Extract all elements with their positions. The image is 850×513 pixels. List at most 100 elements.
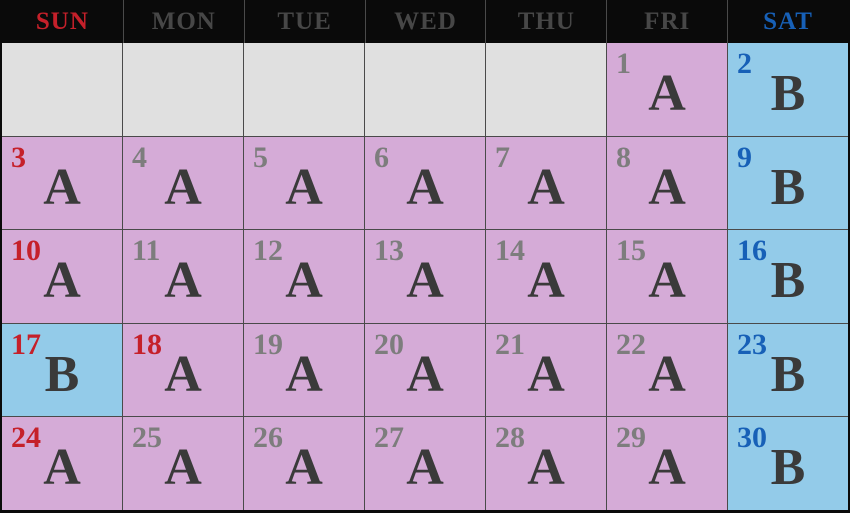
day-number: 2 — [737, 47, 752, 80]
weekday-label-sun: SUN — [35, 7, 89, 35]
day-number: 15 — [616, 234, 646, 268]
shift-letter: A — [164, 158, 202, 216]
shift-letter: A — [406, 252, 444, 310]
day-number: 14 — [495, 234, 525, 268]
calendar-cell-day-16: 16 B — [728, 230, 848, 323]
shift-letter: B — [44, 345, 80, 403]
calendar-cell-day-15: 15 A — [607, 230, 727, 323]
calendar-cell-day-30: 30 B — [728, 417, 848, 510]
calendar-cell-day-28: 28 A — [486, 417, 606, 510]
calendar-cell-day-17: 17 B — [2, 323, 122, 417]
day-number: 24 — [11, 421, 41, 455]
day-number: 5 — [253, 140, 268, 174]
weekday-header-row: SUN MON TUE WED THU FRI SAT — [2, 0, 848, 43]
calendar-cell-day-19: 19 A — [244, 323, 364, 417]
calendar-grid: 1 A 2 B 3 A 4 A 5 A 6 A 7 A 8 A 9 B 10 A 11 A 12 A 13 A 14 A 15 A 16 B 1… — [2, 43, 848, 510]
shift-letter: B — [770, 439, 806, 497]
calendar-cell-empty — [123, 43, 243, 136]
day-number: 9 — [737, 140, 752, 174]
calendar-cell-day-29: 29 A — [607, 417, 727, 510]
week-row-3: 10 A 11 A 12 A 13 A 14 A 15 A 16 B — [2, 230, 848, 323]
shift-letter: A — [527, 345, 565, 403]
day-number: 25 — [132, 421, 162, 455]
calendar-cell-empty — [365, 43, 485, 136]
calendar-cell-day-12: 12 A — [244, 230, 364, 323]
calendar-cell-day-22: 22 A — [607, 323, 727, 417]
shift-letter: A — [648, 64, 686, 122]
day-number: 16 — [737, 234, 767, 268]
weekday-label-thu: THU — [485, 0, 606, 43]
shift-letter: A — [527, 439, 565, 497]
calendar-cell-day-14: 14 A — [486, 230, 606, 323]
shift-letter: A — [648, 158, 686, 216]
shift-letter: B — [770, 345, 806, 403]
day-number: 26 — [253, 421, 283, 455]
day-number: 23 — [737, 327, 767, 361]
day-number: 19 — [253, 327, 283, 361]
shift-letter: A — [648, 439, 686, 497]
day-number: 10 — [11, 234, 41, 268]
week-row-4: 17 B 18 A 19 A 20 A 21 A 22 A 23 B — [2, 323, 848, 417]
day-number: 6 — [374, 140, 389, 174]
day-number: 7 — [495, 140, 510, 174]
shift-letter: A — [406, 158, 444, 216]
weekday-label-wed: WED — [364, 0, 486, 43]
day-number: 3 — [11, 140, 26, 174]
day-number: 11 — [132, 234, 161, 268]
day-number: 12 — [253, 234, 283, 268]
calendar-cell-day-13: 13 A — [365, 230, 485, 323]
shift-letter: A — [527, 158, 565, 216]
calendar-cell-day-25: 25 A — [123, 417, 243, 510]
shift-letter: A — [285, 158, 323, 216]
day-number: 22 — [616, 327, 646, 361]
calendar-cell-day-20: 20 A — [365, 323, 485, 417]
shift-letter: A — [285, 439, 323, 497]
day-number: 30 — [737, 421, 767, 455]
shift-letter: A — [164, 345, 202, 403]
calendar-cell-day-11: 11 A — [123, 230, 243, 323]
calendar-cell-day-24: 24 A — [2, 417, 122, 510]
day-number: 20 — [374, 327, 404, 361]
weekday-label-sat: SAT — [727, 0, 848, 43]
day-number: 28 — [495, 421, 525, 455]
shift-letter: A — [648, 252, 686, 310]
day-number: 17 — [11, 327, 41, 361]
shift-letter: A — [527, 252, 565, 310]
calendar-cell-day-10: 10 A — [2, 230, 122, 323]
shift-letter: A — [43, 252, 81, 310]
calendar-cell-day-23: 23 B — [728, 323, 848, 417]
calendar-cell-empty — [2, 43, 122, 136]
shift-letter: A — [285, 345, 323, 403]
shift-letter: A — [285, 252, 323, 310]
shift-letter: A — [164, 439, 202, 497]
shift-letter: A — [43, 439, 81, 497]
weekday-label-tue: TUE — [243, 0, 365, 43]
day-number: 8 — [616, 140, 631, 174]
day-number: 1 — [616, 47, 631, 80]
weekday-label-mon: MON — [122, 0, 244, 43]
day-number: 13 — [374, 234, 404, 268]
weekday-label-fri: FRI — [606, 0, 727, 43]
shift-letter: B — [770, 158, 806, 216]
calendar-cell-day-21: 21 A — [486, 323, 606, 417]
day-number: 4 — [132, 140, 147, 174]
calendar-cell-empty — [486, 43, 606, 136]
shift-letter: A — [406, 439, 444, 497]
day-number: 27 — [374, 421, 404, 455]
shift-letter: A — [406, 345, 444, 403]
calendar-cell-day-26: 26 A — [244, 417, 364, 510]
calendar-cell-day-27: 27 A — [365, 417, 485, 510]
day-number: 29 — [616, 421, 646, 455]
calendar-cell-empty — [244, 43, 364, 136]
shift-letter: A — [43, 158, 81, 216]
